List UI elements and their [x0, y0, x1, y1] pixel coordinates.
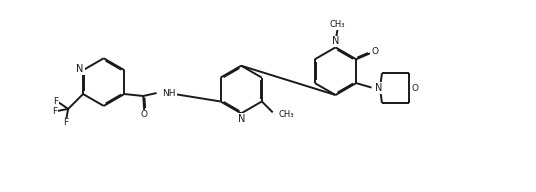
Text: F: F [52, 107, 57, 116]
Text: O: O [412, 84, 419, 93]
Text: O: O [140, 110, 148, 119]
Text: CH₃: CH₃ [279, 110, 294, 119]
Text: CH₃: CH₃ [330, 20, 345, 29]
Text: N: N [77, 64, 84, 74]
Text: N: N [237, 114, 245, 124]
Text: F: F [64, 118, 69, 127]
Text: F: F [53, 98, 58, 106]
Text: N: N [332, 36, 339, 46]
Text: O: O [371, 47, 378, 56]
Text: N: N [375, 83, 382, 93]
Text: NH: NH [162, 89, 176, 98]
